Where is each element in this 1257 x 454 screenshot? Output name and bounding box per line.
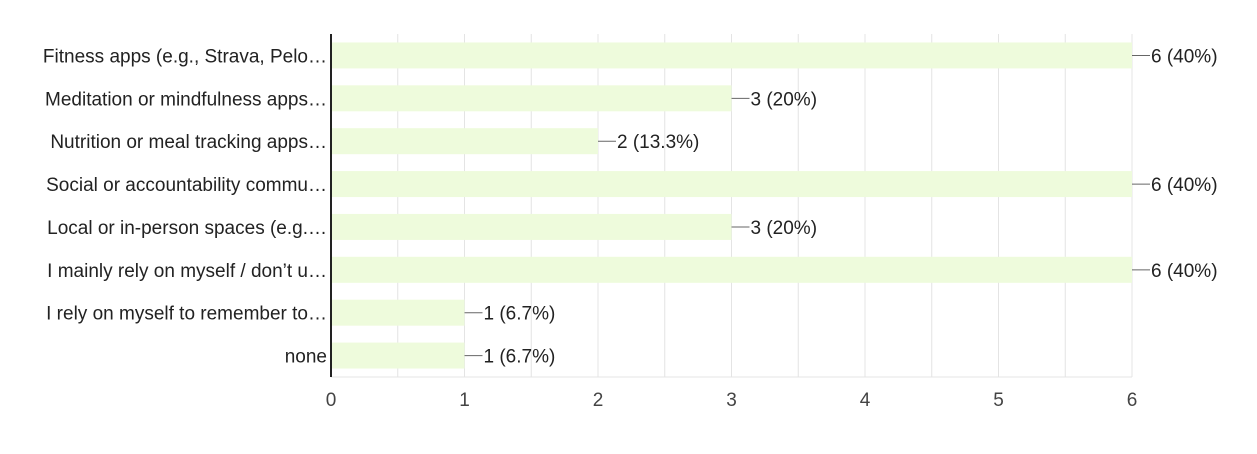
x-tick-label: 5 [993,390,1004,411]
x-tick-label: 3 [726,390,737,411]
bar[interactable] [331,128,598,155]
x-tick-label: 4 [860,390,871,411]
category-label: Nutrition or meal tracking apps… [50,132,327,153]
data-label: 1 (6.7%) [484,304,556,325]
data-label: 6 (40%) [1151,175,1218,196]
data-label: 3 (20%) [751,89,818,110]
bar[interactable] [331,42,1132,69]
category-label: Meditation or mindfulness apps… [45,89,327,110]
bar[interactable] [331,342,465,369]
data-label: 2 (13.3%) [617,132,699,153]
category-label: I mainly rely on myself / don’t u… [47,261,327,282]
bar[interactable] [331,171,1132,198]
category-label: Local or in-person spaces (e.g.… [47,218,327,239]
x-tick-label: 2 [593,390,604,411]
x-tick-label: 1 [459,390,470,411]
data-label: 1 (6.7%) [484,347,556,368]
data-label: 6 (40%) [1151,261,1218,282]
category-label: none [285,347,327,368]
x-tick-label: 6 [1127,390,1138,411]
bar[interactable] [331,85,732,112]
category-label: Fitness apps (e.g., Strava, Pelo… [43,46,327,67]
category-label: Social or accountability commu… [46,175,327,196]
bar[interactable] [331,299,465,326]
x-tick-label: 0 [326,390,337,411]
data-label: 3 (20%) [751,218,818,239]
bar[interactable] [331,213,732,240]
data-label: 6 (40%) [1151,46,1218,67]
bar[interactable] [331,256,1132,283]
category-label: I rely on myself to remember to… [46,304,327,325]
